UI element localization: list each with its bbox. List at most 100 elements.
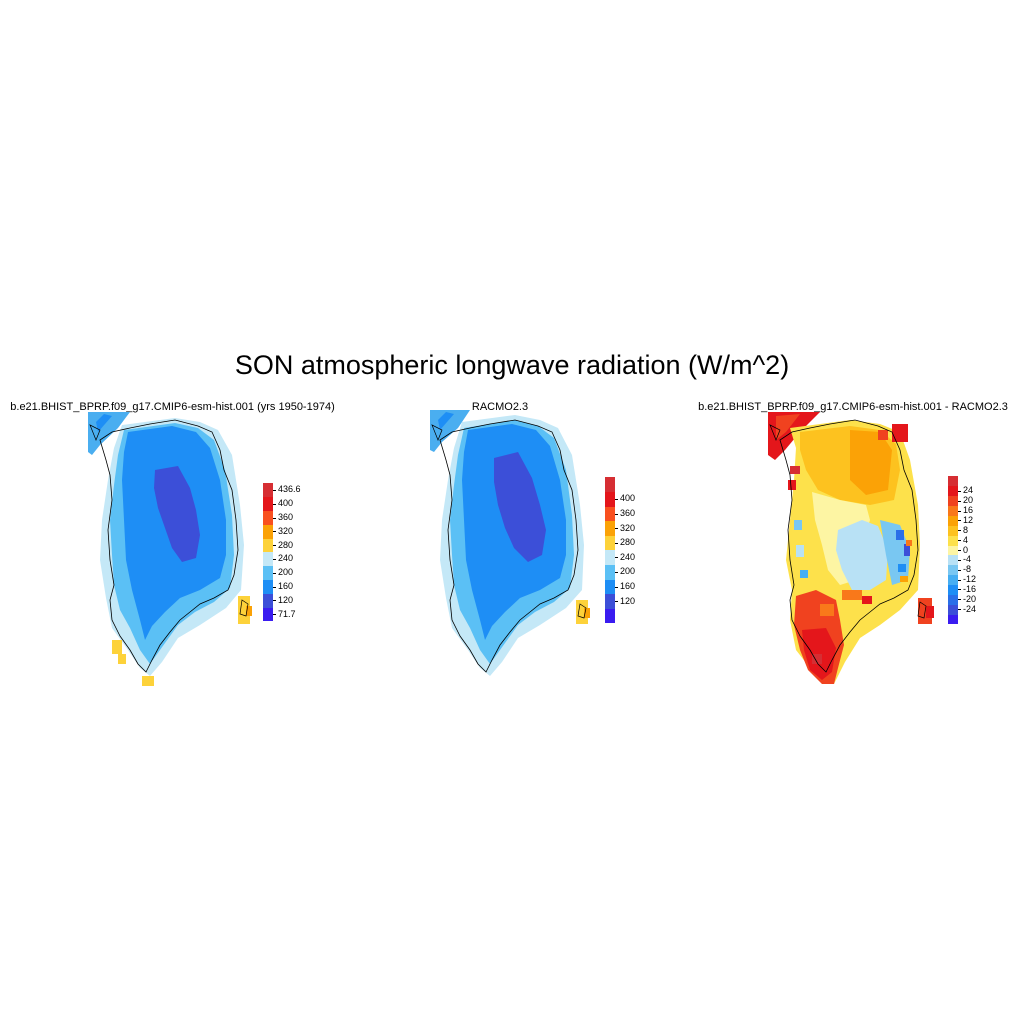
colorbar-segment: [948, 485, 958, 497]
colorbar-tick: [273, 545, 276, 547]
colorbar-tick: [615, 542, 618, 544]
colorbar-segment: [948, 545, 958, 556]
panel-1-map: [88, 412, 252, 686]
colorbar-label: -16: [963, 583, 977, 594]
panel-3-map: [768, 412, 934, 684]
colorbar-tick: [615, 528, 618, 530]
colorbar-label: -12: [963, 574, 977, 585]
colorbar-segment: [948, 495, 958, 507]
colorbar-label: 0: [963, 544, 969, 555]
colorbar-segment: [948, 604, 958, 615]
colorbar-segment: [605, 491, 615, 507]
colorbar-label: 160: [278, 581, 294, 591]
colorbar-label: 360: [620, 508, 636, 518]
colorbar-label: 320: [278, 525, 294, 536]
colorbar-label: 400: [620, 493, 636, 504]
colorbar-label: 16: [963, 505, 974, 516]
colorbar-segment: [605, 477, 615, 493]
colorbar-label: 71.7: [278, 608, 296, 619]
colorbar-segment: [948, 505, 958, 516]
colorbar-segment: [263, 593, 273, 608]
colorbar-segment: [948, 564, 958, 576]
colorbar-segment: [263, 483, 273, 498]
colorbar-tick: [958, 540, 961, 542]
colorbar-segment: [605, 579, 615, 595]
colorbar-tick: [273, 503, 276, 505]
colorbar-label: 200: [278, 567, 294, 578]
panel-3-title: b.e21.BHIST_BPRP.f09_g17.CMIP6-esm-hist.…: [698, 401, 1008, 413]
panel-1-colorbar: 71.7 120 160 200 240 280 320 360 400 436.6: [263, 483, 303, 622]
colorbar-label: 8: [963, 524, 969, 535]
colorbar-label: 4: [963, 534, 969, 545]
colorbar-segment: [263, 607, 273, 622]
panel-1-title: b.e21.BHIST_BPRP.f09_g17.CMIP6-esm-hist.…: [10, 401, 335, 413]
colorbar-tick: [273, 614, 276, 616]
colorbar-tick: [615, 513, 618, 515]
colorbar-segment: [948, 574, 958, 586]
colorbar-tick: [273, 586, 276, 588]
colorbar-tick: [958, 550, 961, 551]
figure-title: SON atmospheric longwave radiation (W/m^…: [234, 350, 790, 380]
colorbar-label: -4: [963, 554, 972, 565]
colorbar-segment: [263, 579, 273, 594]
colorbar-label: 240: [620, 551, 636, 562]
colorbar-tick: [273, 558, 276, 560]
panel-2-map: [430, 410, 590, 676]
colorbar-tick: [958, 559, 961, 561]
colorbar-segment: [605, 506, 615, 522]
colorbar-segment: [263, 565, 273, 581]
colorbar-tick: [615, 571, 618, 573]
colorbar-segment: [948, 476, 958, 487]
colorbar-tick: [273, 572, 276, 574]
colorbar-segment: [605, 593, 615, 609]
colorbar-label: 436.6: [278, 484, 301, 495]
colorbar-label: 24: [963, 485, 974, 496]
colorbar-segment: [605, 535, 615, 551]
colorbar-segment: [263, 510, 273, 525]
colorbar-tick: [615, 586, 618, 588]
colorbar-label: 12: [963, 514, 974, 525]
colorbar-tick: [958, 510, 961, 512]
colorbar-label: 320: [620, 522, 636, 533]
colorbar-tick: [958, 490, 961, 492]
colorbar-segment: [948, 535, 958, 546]
panel-3-colorbar: -24 -20 -16 -12 -8 -4 0 4 8 12 16 20 24: [948, 476, 988, 625]
colorbar-tick: [273, 489, 276, 491]
colorbar-segment: [948, 515, 958, 526]
colorbar-tick: [958, 520, 961, 522]
colorbar-tick: [958, 569, 961, 571]
colorbar-segment: [948, 584, 958, 595]
colorbar-segment: [263, 552, 273, 567]
colorbar-tick: [958, 500, 961, 502]
colorbar-segment: [605, 608, 615, 624]
colorbar-label: -8: [963, 564, 972, 575]
colorbar-label: -24: [963, 603, 977, 614]
colorbar-segment: [263, 538, 273, 553]
colorbar-tick: [615, 557, 618, 559]
colorbar-label: 240: [278, 553, 294, 564]
colorbar-label: 200: [620, 566, 636, 577]
colorbar-tick: [273, 517, 276, 519]
colorbar-segment: [948, 614, 958, 625]
colorbar-label: 120: [278, 594, 294, 605]
colorbar-label: 280: [278, 539, 294, 550]
colorbar-tick: [273, 531, 276, 533]
colorbar-segment: [948, 554, 958, 566]
colorbar-segment: [263, 496, 273, 512]
colorbar-label: 20: [963, 495, 974, 506]
colorbar-segment: [263, 524, 273, 539]
colorbar-tick: [958, 589, 961, 591]
colorbar-tick: [958, 609, 961, 611]
colorbar-tick: [958, 599, 961, 601]
colorbar-label: 400: [278, 498, 294, 509]
colorbar-label: 360: [278, 512, 294, 522]
colorbar-tick: [958, 579, 961, 581]
colorbar-segment: [605, 550, 615, 566]
panel-2-title: RACMO2.3: [471, 401, 529, 413]
colorbar-label: 280: [620, 537, 636, 548]
colorbar-segment: [605, 564, 615, 580]
colorbar-segment: [948, 594, 958, 605]
colorbar-tick: [615, 498, 618, 500]
colorbar-segment: [948, 525, 958, 536]
